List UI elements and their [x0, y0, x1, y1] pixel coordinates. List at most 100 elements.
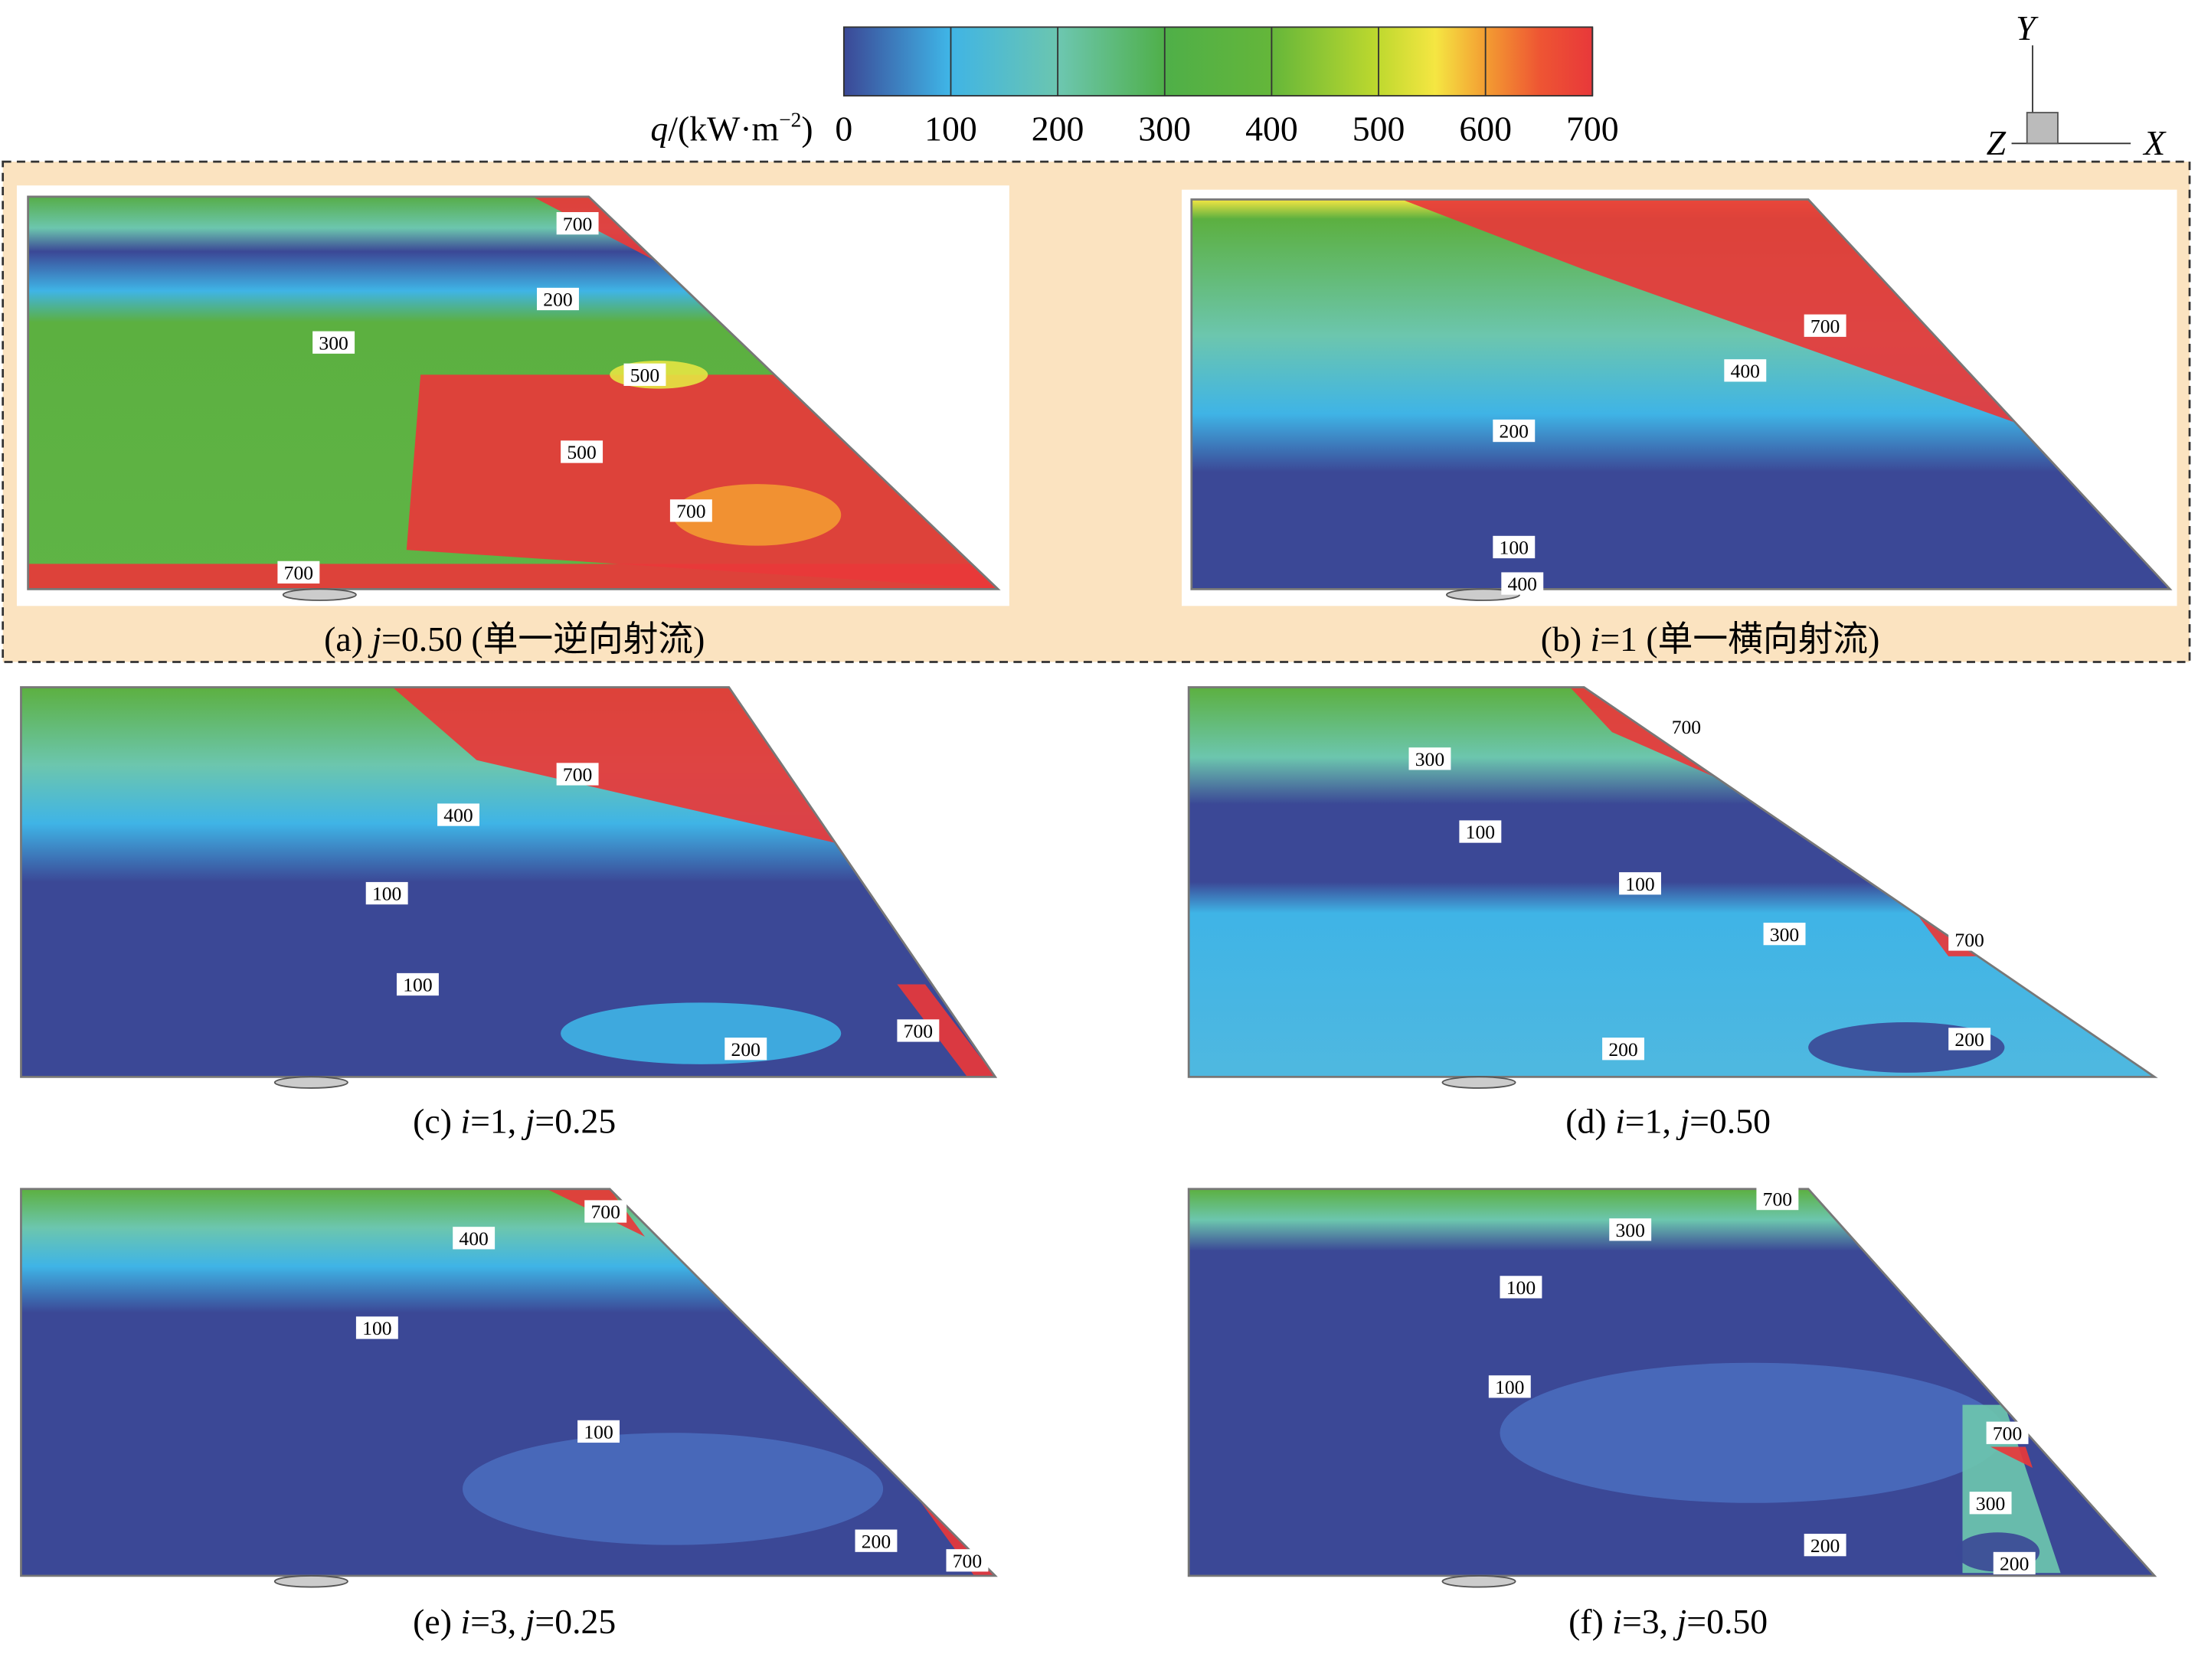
caption-part: j: [1673, 1602, 1687, 1641]
contour-label: 700: [1672, 716, 1701, 738]
colorbar-tick-label: 500: [1352, 109, 1405, 149]
contour-label: 700: [1954, 929, 1984, 951]
panel-caption: (e) i=3, j=0.25: [413, 1602, 616, 1641]
caption-part: =0.50: [1686, 1602, 1768, 1641]
caption-part: i: [460, 1602, 470, 1641]
contour-label: 300: [1415, 748, 1444, 770]
contour-label-bg: [1665, 715, 1708, 738]
field-region: [672, 484, 842, 546]
colorbar-tick-label: 100: [924, 109, 977, 149]
contour-label: 400: [1731, 360, 1760, 382]
field-region: [392, 687, 842, 845]
axes-icon: [2011, 45, 2131, 145]
contour-label-bg: [365, 881, 408, 905]
field-region: [1402, 199, 2170, 590]
panel-caption: (d) i=1, j=0.50: [1565, 1102, 1771, 1141]
contour-label-bg: [1756, 1187, 1799, 1211]
colorbar-tick-label: 400: [1245, 109, 1298, 149]
contour-label: 100: [372, 883, 401, 905]
contour-field: [28, 196, 999, 590]
contour-label: 700: [563, 763, 592, 786]
contour-label-bg: [1408, 747, 1451, 770]
contour-label: 500: [567, 441, 596, 463]
contour-label: 700: [1810, 315, 1840, 337]
contour-label: 400: [443, 804, 473, 826]
contour-label-bg: [1493, 535, 1536, 559]
outline: [20, 1188, 998, 1577]
nozzle: [1441, 1575, 1516, 1588]
caption-part: j: [368, 619, 381, 659]
contour-label-bg: [855, 1529, 898, 1552]
contour-label: 500: [630, 364, 659, 386]
contour-field: [1189, 1188, 2155, 1576]
caption-part: =1,: [1625, 1102, 1680, 1141]
caption-part: (d): [1565, 1102, 1615, 1141]
caption-part: i: [460, 1102, 470, 1141]
contour-label-bg: [396, 972, 439, 996]
contour-label-bg: [1459, 820, 1502, 843]
contour-label-bg: [355, 1316, 398, 1339]
outline: [1190, 198, 2173, 590]
contour-label-bg: [1619, 872, 1661, 895]
field-region: [561, 1002, 842, 1064]
contour-label: 700: [1763, 1188, 1792, 1211]
field-region: [1500, 1362, 2005, 1503]
panel-caption: (c) i=1, j=0.25: [413, 1102, 616, 1141]
contour-label-bg: [584, 1200, 627, 1223]
contour-label: 700: [953, 1550, 982, 1572]
outline: [20, 686, 998, 1078]
caption-part: =0.50 (单一逆向射流): [381, 619, 705, 659]
contour-label-bg: [1948, 1028, 1991, 1051]
field-region: [463, 1433, 884, 1545]
contour-label: 300: [1770, 923, 1799, 946]
nozzle: [282, 588, 357, 601]
contour-label: 100: [1506, 1276, 1536, 1299]
contour-label: 300: [1976, 1492, 2005, 1515]
field-region: [1962, 1404, 2061, 1574]
contour-label-bg: [577, 1420, 620, 1443]
colorbar-tick-label: 300: [1138, 109, 1191, 149]
contour-label-bg: [1501, 572, 1544, 595]
contour-label-bg: [561, 440, 603, 463]
contour-label: 200: [543, 289, 572, 311]
caption-part: i: [1615, 1102, 1625, 1141]
caption-part: (e): [413, 1602, 460, 1641]
contour-label: 200: [1810, 1535, 1840, 1557]
contour-label-bg: [453, 1227, 496, 1250]
contour-label-bg: [623, 363, 666, 386]
contour-label: 400: [459, 1227, 488, 1250]
contour-label-bg: [537, 287, 579, 311]
contour-label: 100: [362, 1317, 391, 1339]
caption-part: (f): [1568, 1602, 1612, 1641]
caption-part: =0.50: [1689, 1102, 1771, 1141]
contour-label: 200: [1500, 420, 1529, 443]
colorbar-tick-label: 600: [1459, 109, 1512, 149]
contour-label: 200: [1954, 1028, 1984, 1051]
contour-label-bg: [1609, 1218, 1652, 1241]
contour-label-bg: [1724, 359, 1767, 382]
field: [1191, 199, 2170, 590]
contour-label-bg: [897, 1019, 940, 1042]
caption-part: (c): [413, 1102, 460, 1141]
contour-label: 700: [563, 213, 592, 235]
contour-field: [1189, 687, 2155, 1077]
contour-label-bg: [1969, 1492, 2012, 1515]
contour-label: 700: [284, 562, 313, 584]
contour-label: 200: [731, 1038, 760, 1061]
axis-y-label: Y: [2016, 8, 2039, 47]
colorbar-tick-label: 0: [835, 109, 852, 149]
nozzle: [273, 1575, 348, 1588]
contour-label: 300: [1615, 1219, 1644, 1241]
field-region: [28, 564, 999, 590]
caption-part: j: [522, 1102, 535, 1141]
contour-label: 300: [319, 332, 348, 354]
contour-label-bg: [1602, 1038, 1645, 1061]
contour-label: 200: [2000, 1553, 2029, 1575]
contour-label-bg: [277, 561, 320, 584]
caption-part: (b): [1541, 619, 1591, 659]
contour-label: 100: [403, 974, 432, 996]
field-region: [406, 374, 999, 590]
contour-label: 200: [1608, 1038, 1637, 1061]
